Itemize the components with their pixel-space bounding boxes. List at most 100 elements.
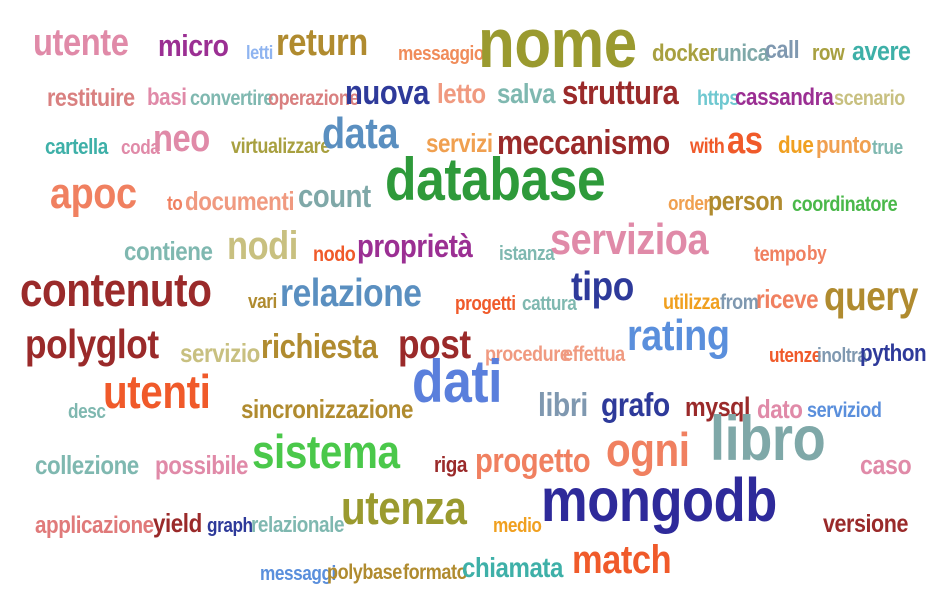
word-to: to xyxy=(167,193,183,215)
word-punto: punto xyxy=(816,132,872,159)
word-grafo: grafo xyxy=(601,386,670,423)
word-riga: riga xyxy=(434,452,467,477)
word-data: data xyxy=(322,109,399,158)
word-python: python xyxy=(860,340,927,367)
word-documenti: documenti xyxy=(185,186,295,216)
word-dato: dato xyxy=(757,394,803,424)
word-istanza: istanza xyxy=(499,243,555,265)
word-nuova: nuova xyxy=(345,74,429,112)
word-from: from xyxy=(720,291,759,314)
word-row: row xyxy=(812,40,845,65)
word-meccanismo: meccanismo xyxy=(497,124,670,162)
word-nodo: nodo xyxy=(313,243,356,266)
word-coda: coda xyxy=(121,137,160,159)
word-contiene: contiene xyxy=(124,236,213,266)
word-inoltra: inoltra xyxy=(817,345,867,367)
word-messaggio: messaggio xyxy=(398,43,484,65)
word-riceve: riceve xyxy=(756,284,819,314)
word-unica: unica xyxy=(717,40,769,67)
word-query: query xyxy=(824,273,918,319)
word-versione: versione xyxy=(823,510,909,538)
word-operazione: operazione xyxy=(268,87,360,110)
word-call: call xyxy=(765,36,800,64)
word-neo: neo xyxy=(153,118,210,160)
word-progetti: progetti xyxy=(455,293,516,315)
word-servizioa: servizioa xyxy=(550,215,709,264)
word-relazione: relazione xyxy=(280,272,422,315)
word-database: database xyxy=(385,146,606,213)
word-procedure: procedure xyxy=(485,343,570,366)
word-due: due xyxy=(778,132,814,159)
word-ogni: ogni xyxy=(606,423,690,476)
word-graph: graph xyxy=(207,515,253,537)
word-servizi: servizi xyxy=(426,128,493,158)
word-micro: micro xyxy=(158,28,229,63)
word-richiesta: richiesta xyxy=(261,328,378,366)
word-salva: salva xyxy=(497,78,556,109)
word-utenze: utenze xyxy=(769,345,821,367)
word-caso: caso xyxy=(860,450,912,480)
word-count: count xyxy=(298,178,371,214)
word-nodi: nodi xyxy=(227,224,298,268)
word-messaggi: messaggi xyxy=(260,563,336,585)
word-polybase: polybase xyxy=(327,561,402,584)
word-mysql: mysql xyxy=(685,392,750,422)
word-cartella: cartella xyxy=(45,134,108,159)
word-restituire: restituire xyxy=(47,84,135,112)
word-avere: avere xyxy=(852,36,911,66)
word-coordinatore: coordinatore xyxy=(792,193,898,216)
word-tipo: tipo xyxy=(571,263,634,309)
word-basi: basi xyxy=(147,84,187,111)
word-yield: yield xyxy=(153,508,202,538)
word-relazionale: relazionale xyxy=(251,512,345,537)
word-letto: letto xyxy=(437,78,486,109)
word-sincronizzazione: sincronizzazione xyxy=(241,394,414,424)
word-collezione: collezione xyxy=(35,450,139,480)
word-with: with xyxy=(690,135,725,158)
word-convertire: convertire xyxy=(190,87,274,110)
word-medio: medio xyxy=(493,515,542,537)
word-as: as xyxy=(727,120,763,162)
word-match: match xyxy=(572,538,672,582)
word-return: return xyxy=(276,22,368,64)
word-dati: dati xyxy=(412,348,503,415)
word-chiamata: chiamata xyxy=(462,552,563,583)
word-post: post xyxy=(398,321,471,367)
word-nome: nome xyxy=(478,4,637,82)
word-cattura: cattura xyxy=(522,293,577,315)
word-cassandra: cassandra xyxy=(735,84,834,111)
word-virtualizzare: virtualizzare xyxy=(231,135,330,158)
word-libro: libro xyxy=(710,404,826,474)
word-servizio: servizio xyxy=(180,338,260,368)
word-docker: docker xyxy=(652,40,718,67)
word-struttura: struttura xyxy=(562,74,679,112)
word-order: order xyxy=(668,193,710,215)
word-person: person xyxy=(708,186,783,216)
word-utenza: utenza xyxy=(341,481,467,534)
word-https: https xyxy=(697,87,739,110)
word-libri: libri xyxy=(538,386,588,423)
word-scenario: scenario xyxy=(834,87,905,110)
word-serviziod: serviziod xyxy=(807,399,882,422)
word-utenti: utenti xyxy=(103,365,211,418)
word-sistema: sistema xyxy=(252,425,400,478)
word-applicazione: applicazione xyxy=(35,512,154,539)
word-rating: rating xyxy=(627,311,730,360)
word-formato: formato xyxy=(403,561,468,584)
word-true: true xyxy=(872,137,903,159)
word-desc: desc xyxy=(68,401,106,423)
word-possibile: possibile xyxy=(155,450,249,480)
word-letti: letti xyxy=(246,43,273,64)
word-propriet-: proprietà xyxy=(357,228,473,264)
word-by: by xyxy=(807,243,827,265)
word-apoc: apoc xyxy=(50,169,137,218)
word-utilizza: utilizza xyxy=(663,291,720,314)
word-utente: utente xyxy=(33,22,129,64)
word-polyglot: polyglot xyxy=(25,321,159,367)
word-vari: vari xyxy=(248,291,277,313)
word-tempo: tempo xyxy=(754,243,807,266)
word-progetto: progetto xyxy=(475,442,591,480)
word-contenuto: contenuto xyxy=(20,263,212,316)
word-effettua: effettua xyxy=(563,343,625,366)
